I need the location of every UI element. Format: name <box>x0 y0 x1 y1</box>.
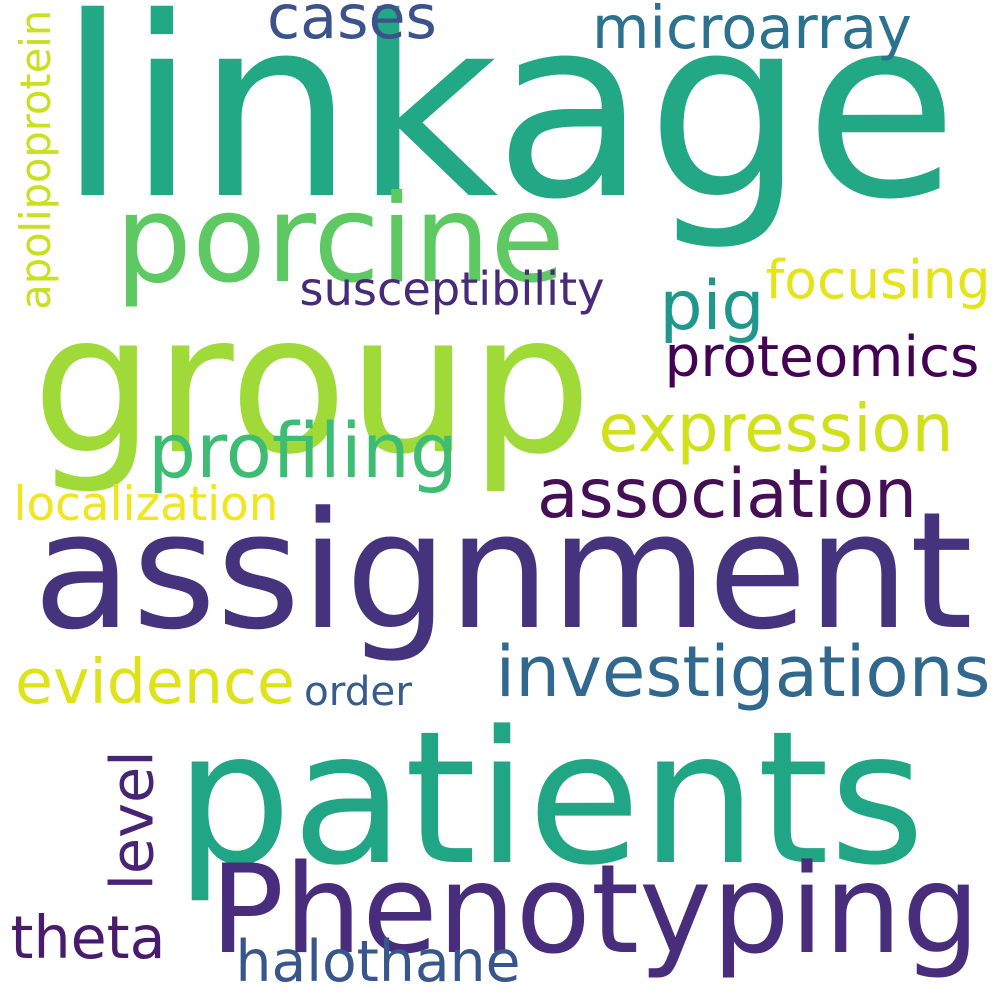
word-cases: cases <box>267 0 437 53</box>
word-susceptibility: susceptibility <box>299 261 605 316</box>
word-assignment: assignment <box>33 478 973 667</box>
word-focusing: focusing <box>765 248 991 312</box>
word-order: order <box>304 666 412 715</box>
word-localization: localization <box>13 477 279 532</box>
word-patients: patients <box>175 692 925 907</box>
word-porcine: porcine <box>115 168 565 311</box>
word-level: level <box>97 750 167 890</box>
word-evidence: evidence <box>15 646 295 719</box>
word-expression: expression <box>598 390 954 468</box>
word-profiling: profiling <box>148 407 458 496</box>
word-phenotyping: Phenotyping <box>210 837 980 981</box>
word-linkage: linkage <box>58 0 958 255</box>
word-proteomics: proteomics <box>664 324 980 390</box>
word-association: association <box>537 454 917 534</box>
word-investigations: investigations <box>495 629 991 713</box>
word-microarray: microarray <box>592 0 912 62</box>
word-halothane: halothane <box>235 928 521 995</box>
word-pig: pig <box>659 267 765 347</box>
word-theta: theta <box>10 903 166 972</box>
word-group: group <box>32 272 592 497</box>
word-apolipoprotein: apolipoprotein <box>11 10 61 310</box>
